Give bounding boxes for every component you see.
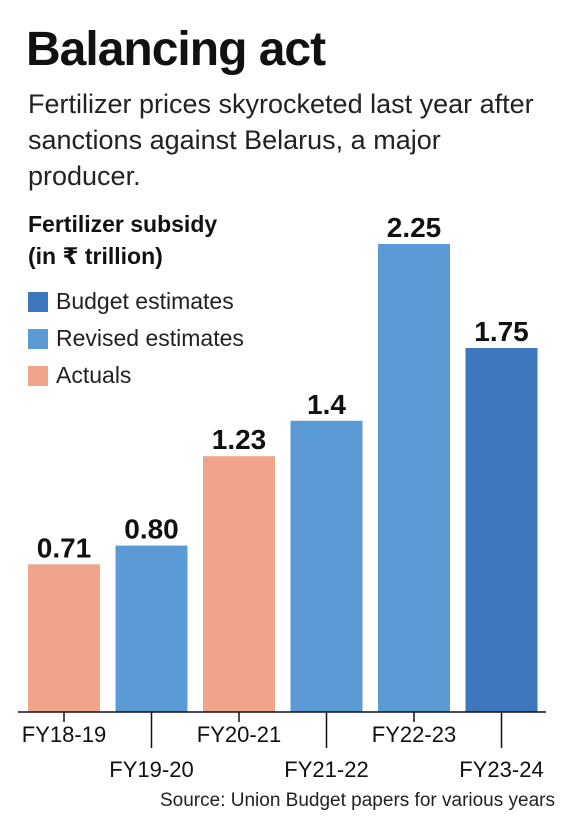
legend-label-budget-estimates: Budget estimates [56,288,234,314]
x-tick-label: FY21-22 [284,757,368,782]
data-label: 2.25 [387,212,442,243]
legend-item-revised-estimates: Revised estimates [28,320,244,357]
source-note: Source: Union Budget papers for various … [160,790,555,811]
legend-swatch-revised-estimates [28,328,48,349]
bar [28,564,100,712]
chart-title-line1: Fertilizer subsidy [28,211,218,237]
chart-title-line2: (in ₹ trillion) [28,243,163,269]
legend-item-budget-estimates: Budget estimates [28,283,244,320]
bar [290,420,363,712]
data-label: 1.75 [474,316,529,347]
chart-title: Fertilizer subsidy (in ₹ trillion) [28,208,217,272]
data-label: 1.4 [307,389,346,420]
bar [115,545,188,712]
legend-swatch-actuals [28,365,48,386]
x-tick-label: FY22-23 [372,722,456,747]
data-label: 0.80 [124,514,179,545]
x-tick-label: FY19-20 [109,757,193,782]
subheadline: Fertilizer prices skyrocketed last year … [28,89,534,191]
bar [378,244,450,712]
bar [203,456,275,712]
x-tick-label: FY20-21 [197,722,281,747]
legend-label-actuals: Actuals [56,362,132,388]
data-label: 1.23 [212,424,267,455]
bar [465,348,538,712]
legend-swatch-budget-estimates [28,291,48,312]
legend-label-revised-estimates: Revised estimates [56,325,244,351]
x-tick-label: FY18-19 [22,722,106,747]
data-label: 0.71 [37,532,92,563]
legend-item-actuals: Actuals [28,357,244,394]
headline: Balancing act [26,23,326,76]
legend: Budget estimates Revised estimates Actua… [28,283,244,394]
x-tick-label: FY23-24 [459,757,543,782]
